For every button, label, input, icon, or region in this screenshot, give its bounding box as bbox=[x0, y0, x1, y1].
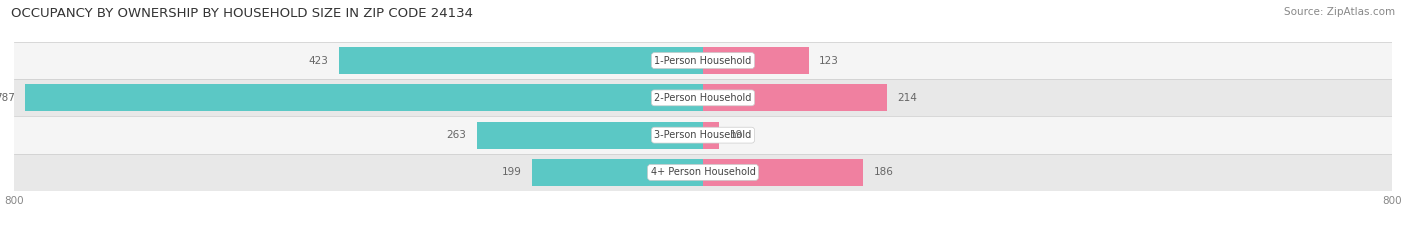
Bar bbox=[703, 84, 887, 111]
Text: OCCUPANCY BY OWNERSHIP BY HOUSEHOLD SIZE IN ZIP CODE 24134: OCCUPANCY BY OWNERSHIP BY HOUSEHOLD SIZE… bbox=[11, 7, 474, 20]
Bar bbox=[477, 122, 703, 149]
Bar bbox=[531, 159, 703, 186]
Text: 4+ Person Household: 4+ Person Household bbox=[651, 168, 755, 177]
Text: 263: 263 bbox=[446, 130, 467, 140]
Text: 123: 123 bbox=[820, 56, 839, 65]
Text: 423: 423 bbox=[308, 56, 329, 65]
Bar bbox=[703, 159, 863, 186]
Bar bbox=[703, 47, 808, 74]
Text: 1-Person Household: 1-Person Household bbox=[654, 56, 752, 65]
Text: 3-Person Household: 3-Person Household bbox=[654, 130, 752, 140]
Bar bbox=[25, 84, 703, 111]
Text: 186: 186 bbox=[873, 168, 893, 177]
Bar bbox=[14, 79, 1392, 116]
Bar bbox=[14, 154, 1392, 191]
Bar bbox=[14, 42, 1392, 79]
Bar bbox=[14, 116, 1392, 154]
Text: 214: 214 bbox=[897, 93, 918, 103]
Text: 199: 199 bbox=[502, 168, 522, 177]
Bar bbox=[339, 47, 703, 74]
Text: 787: 787 bbox=[0, 93, 15, 103]
Text: Source: ZipAtlas.com: Source: ZipAtlas.com bbox=[1284, 7, 1395, 17]
Text: 19: 19 bbox=[730, 130, 742, 140]
Bar bbox=[703, 122, 720, 149]
Text: 2-Person Household: 2-Person Household bbox=[654, 93, 752, 103]
